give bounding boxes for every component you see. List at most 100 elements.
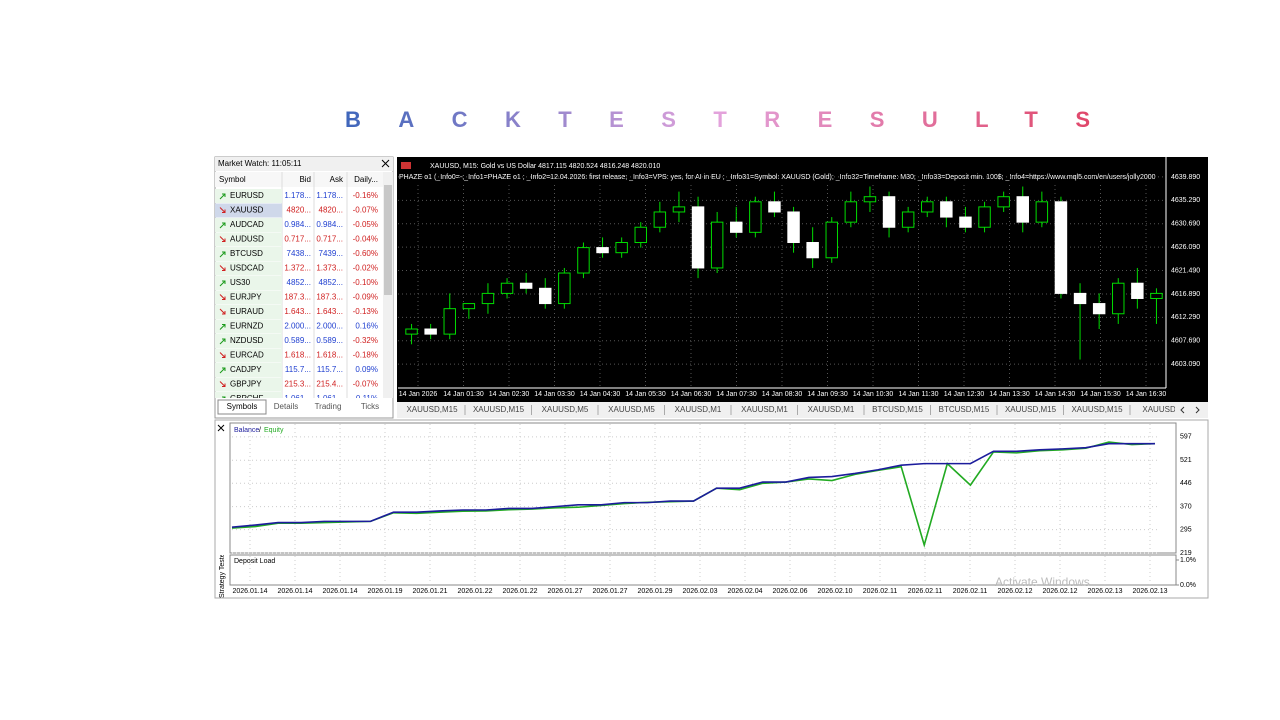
x-tick-label: 14 Jan 08:30 [762,391,803,398]
row-bg[interactable] [215,232,282,247]
x-tick-label: 2026.01.14 [277,588,312,595]
daily-change: -0.02% [353,264,378,273]
close-icon[interactable] [217,424,225,432]
row-bg[interactable] [215,203,282,218]
symbol: EURJPY [230,293,262,302]
candle-body [691,206,705,269]
trend-arrow [219,193,226,200]
row-bg[interactable] [215,189,282,203]
chart-tab[interactable]: XAUUSD,M1 [675,405,722,414]
chart-tab[interactable]: XAUUSD,M15 [1071,405,1123,414]
symbol: USDCAD [230,264,264,273]
candle-body [653,211,667,228]
tab[interactable]: Trading [315,402,342,411]
candle-body [710,221,724,269]
chart-tab[interactable]: XAUUSD,M1 [808,405,855,414]
scrollbar-thumb[interactable] [384,185,392,295]
daily-change: -0.10% [353,278,378,287]
y-tick-label: 219 [1180,550,1192,557]
row-bg[interactable] [215,218,282,232]
row-bg[interactable] [215,348,282,363]
trend-arrow [219,207,226,213]
x-tick-label: 2026.02.12 [1042,588,1077,595]
trend-arrow [219,222,226,229]
x-tick-label: 2026.01.27 [547,588,582,595]
row-bg[interactable] [215,290,282,305]
row-bg[interactable] [215,305,282,319]
chart-tab[interactable]: BTCUSD,M15 [872,405,923,414]
row-bg[interactable] [215,377,282,392]
bid: 115.7... [285,365,311,374]
chart-tab[interactable]: XAUUSD,M1 [741,405,788,414]
trend-arrow [219,265,226,271]
chart-tab[interactable]: BTCUSD,M15 [939,405,990,414]
chart-tab[interactable]: XAUUSD,M15 [1005,405,1057,414]
trend-arrow [219,308,226,315]
bid: 1.618... [284,351,311,360]
daily-change: -0.60% [353,249,378,258]
candle-body [863,196,877,203]
symbol: GBPJPY [230,380,262,389]
watermark: Activate Windows [995,575,1090,589]
trend-arrow [219,236,226,242]
column-header: Ask [330,175,344,184]
tab[interactable]: Symbols [227,402,258,411]
row-bg[interactable] [215,261,282,276]
candle-body [500,282,514,294]
deposit-load-chart [229,554,1177,586]
symbol: AUDCAD [230,220,264,229]
bid: 187.3... [284,293,311,302]
page-title: BACKTESTRESULTS [345,107,1090,132]
symbol: EURUSD [230,191,264,200]
trend-arrow [222,396,226,398]
balance-line [231,442,1155,528]
candle-body [462,303,476,310]
y-tick-label: 4621.490 [1171,267,1200,274]
tab[interactable]: Ticks [361,402,379,411]
row-bg[interactable] [215,247,282,261]
candle-body [558,272,571,305]
chart-tab[interactable]: XAUUSD,M [1142,405,1185,414]
candle-body [730,221,743,233]
tab[interactable]: Details [274,402,298,411]
candle-body [539,287,552,305]
row-bg[interactable] [215,363,282,377]
row-bg[interactable] [215,319,282,334]
tab-scroll-arrows[interactable] [1180,406,1200,414]
chart-tab[interactable]: XAUUSD,M5 [608,405,655,414]
x-tick-label: 14 Jan 09:30 [807,391,848,398]
candle-body [1092,303,1106,315]
x-tick-label: 2026.01.14 [232,588,267,595]
ask: 1.373... [316,264,343,273]
row-bg[interactable] [215,392,282,406]
symbol: GBPCHF [230,394,263,403]
close-icon[interactable] [381,159,390,168]
trend-arrow [219,324,226,330]
daily-change: -0.04% [353,235,378,244]
candle-body [481,292,495,305]
daily-change: 0.09% [355,365,378,374]
candle-body [997,196,1010,208]
x-tick-label: 2026.02.13 [1087,588,1122,595]
chart-tabs: XAUUSD,M15 XAUUSD,M15 XAUUSD,M5 XAUUSD,M5 XA… [406,405,1185,415]
candle-body [1112,282,1125,315]
y-tick-label: 4612.290 [1171,314,1200,321]
candle-body [940,201,953,218]
chart-tab[interactable]: XAUUSD,M15 [473,405,525,414]
chart-tab[interactable]: XAUUSD,M15 [406,405,458,414]
x-tick-label: 2026.02.10 [817,588,852,595]
market-watch-table: Symbol Bid Ask Daily... EURUSD 1.178... 1.178.… [215,172,383,406]
candle-body [1035,201,1049,223]
x-tick-label: 2026.01.29 [637,588,672,595]
column-header: Bid [299,175,311,184]
x-tick-label: 14 Jan 03:30 [534,391,575,398]
x-tick-label: 2026.01.22 [457,588,492,595]
row-bg[interactable] [215,334,282,348]
x-tick-label: 2026.02.11 [908,588,943,595]
x-tick-label: 14 Jan 05:30 [625,391,666,398]
symbol: EURCAD [230,351,264,360]
ask: 0.984... [316,220,343,229]
chart-tab[interactable]: XAUUSD,M5 [542,405,589,414]
row-bg[interactable] [215,276,282,290]
y-tick-label: 4603.090 [1171,361,1200,368]
